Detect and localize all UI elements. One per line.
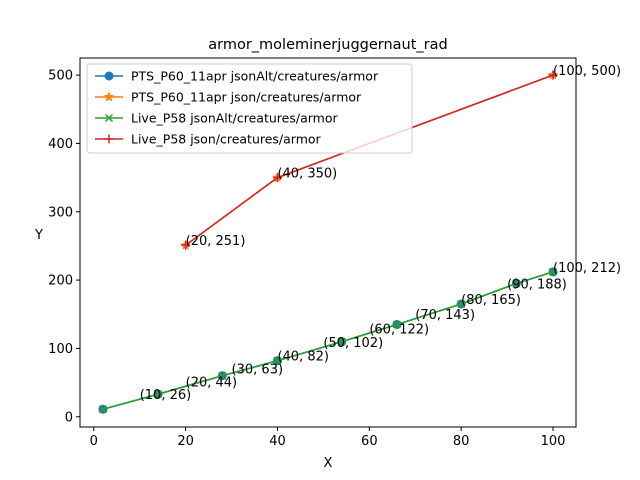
- data-label: (40, 82): [277, 350, 329, 365]
- x-axis: 0 20 40 60 80 100: [90, 427, 566, 449]
- data-point: [154, 390, 163, 399]
- legend: PTS_P60_11apr jsonAlt/creatures/armor PTS…: [86, 63, 413, 154]
- legend-marker: [104, 134, 114, 144]
- data-label: (20, 44): [186, 376, 238, 391]
- y-tick-label: 400: [48, 137, 73, 152]
- x-axis-label: X: [324, 456, 333, 471]
- legend-marker: [104, 71, 114, 81]
- data-label: (60, 122): [369, 322, 429, 337]
- legend-label: Live_P58 jsonAlt/creatures/armor: [131, 111, 338, 126]
- data-label: (50, 102): [323, 336, 383, 351]
- chart-title: armor_moleminerjuggernaut_rad: [208, 37, 447, 53]
- legend-item: Live_P58 json/creatures/armor: [95, 132, 322, 147]
- data-point: [549, 267, 558, 276]
- x-tick-label: 40: [269, 434, 286, 449]
- y-axis-label: Y: [34, 228, 43, 243]
- legend-marker: [104, 113, 114, 123]
- x-tick-label: 100: [541, 434, 566, 449]
- data-label: (100, 500): [553, 64, 621, 79]
- plot-frame: [79, 57, 577, 428]
- data-point: [273, 356, 282, 365]
- data-point: [218, 371, 227, 380]
- data-label: (70, 143): [415, 308, 475, 323]
- data-point: [548, 70, 558, 80]
- data-label: (90, 188): [507, 277, 567, 292]
- series-4: [181, 70, 558, 250]
- data-label: (30, 63): [232, 363, 283, 378]
- data-point: [272, 173, 282, 183]
- data-label: (10, 26): [140, 388, 192, 403]
- series-3: [98, 267, 558, 414]
- data-label: (40, 350): [277, 167, 337, 182]
- data-label: (80, 165): [461, 293, 521, 308]
- legend-item: PTS_P60_11apr jsonAlt/creatures/armor: [95, 69, 379, 84]
- legend-item: Live_P58 jsonAlt/creatures/armor: [95, 111, 338, 126]
- annotation-layer: (10, 26)(20, 44)(30, 63)(40, 82)(50, 102…: [140, 64, 621, 403]
- data-point: [512, 279, 521, 288]
- x-tick-label: 80: [453, 434, 470, 449]
- data-point: [457, 299, 466, 309]
- y-tick-label: 300: [48, 205, 73, 220]
- data-label: (20, 251): [186, 234, 246, 249]
- legend-item: PTS_P60_11apr json/creatures/armor: [95, 90, 362, 105]
- legend-marker: [103, 91, 115, 102]
- y-tick-label: 100: [48, 342, 73, 357]
- x-tick-label: 60: [361, 434, 378, 449]
- y-axis: 0 100 200 300 400 500: [48, 69, 80, 425]
- x-tick-label: 20: [177, 434, 194, 449]
- y-tick-label: 200: [48, 274, 73, 289]
- legend-label: Live_P58 json/creatures/armor: [131, 132, 322, 147]
- x-tick-label: 0: [90, 434, 98, 449]
- legend-box: [86, 63, 413, 154]
- series-layer: [98, 69, 559, 414]
- data-point: [181, 240, 191, 250]
- legend-label: PTS_P60_11apr jsonAlt/creatures/armor: [131, 69, 379, 84]
- y-tick-label: 500: [48, 69, 73, 84]
- y-tick-label: 0: [65, 410, 73, 425]
- data-label: (100, 212): [553, 261, 621, 276]
- data-point: [98, 405, 107, 414]
- legend-label: PTS_P60_11apr json/creatures/armor: [131, 90, 362, 105]
- data-point: [337, 337, 346, 346]
- data-point: [392, 320, 401, 329]
